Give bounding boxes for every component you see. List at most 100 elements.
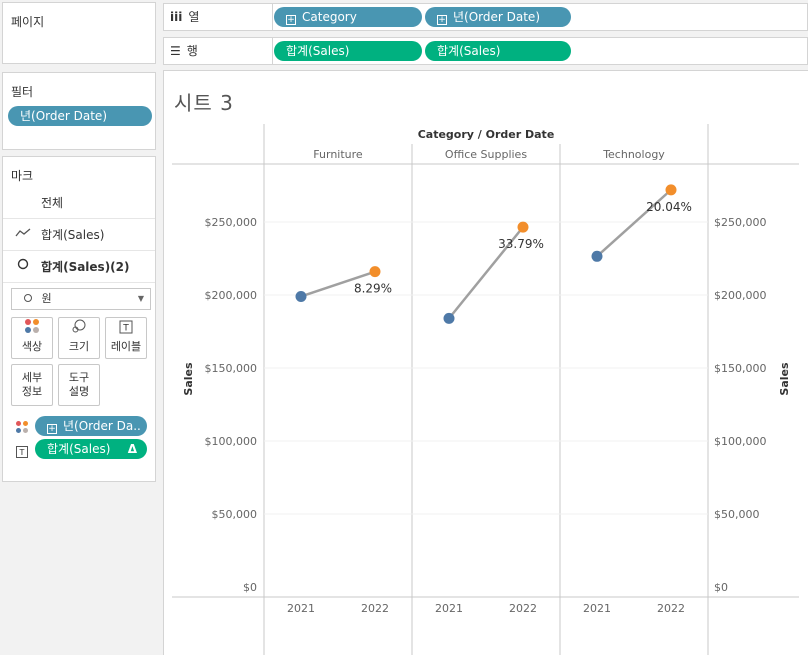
- filters-card[interactable]: 필터 년(Order Date): [2, 72, 156, 150]
- y-tick-label-right: $150,000: [714, 362, 767, 375]
- label-icon: T: [106, 318, 146, 340]
- expand-icon: +: [286, 15, 296, 25]
- size-button-label: 크기: [68, 340, 90, 353]
- rows-shelf-label: ☰ 행: [170, 44, 198, 58]
- svg-text:T: T: [122, 324, 129, 334]
- category-header: Technology: [602, 148, 665, 161]
- rows-shelf[interactable]: ☰ 행 합계(Sales) 합계(Sales): [163, 37, 808, 65]
- data-point-2022: [517, 221, 529, 233]
- x-tick-label: 2022: [509, 602, 537, 615]
- marks-tab-sales-circle-label: 합계(Sales)(2): [41, 260, 130, 274]
- shelf-divider: [272, 38, 273, 64]
- mark-type-dropdown[interactable]: 원 ▼: [11, 288, 151, 310]
- rows-pill-sales-2[interactable]: 합계(Sales): [425, 41, 571, 61]
- expand-icon: +: [437, 15, 447, 25]
- data-point-2021: [295, 290, 307, 302]
- y-tick-label-right: $0: [714, 581, 728, 594]
- detail-button-label: 세부 정보: [21, 371, 43, 398]
- series-line: [300, 270, 376, 298]
- label-button[interactable]: T 레이블: [105, 317, 147, 359]
- marks-pill-sales-label-text: 합계(Sales): [47, 442, 111, 456]
- columns-pill-order-date[interactable]: + 년(Order Date): [425, 7, 571, 27]
- columns-shelf-label: iii 열: [170, 10, 200, 24]
- rows-icon: ☰: [170, 44, 181, 58]
- data-point-2022: [369, 266, 381, 278]
- y-axis-title-right: Sales: [778, 362, 791, 396]
- detail-button[interactable]: 세부 정보: [11, 364, 53, 406]
- data-point-2022: [665, 184, 677, 196]
- filters-title: 필터: [11, 85, 34, 99]
- rows-pill-sales-1[interactable]: 합계(Sales): [274, 41, 422, 61]
- columns-shelf[interactable]: iii 열 + Category + 년(Order Date): [163, 3, 808, 31]
- x-tick-label: 2021: [435, 602, 463, 615]
- circle-small-icon: [24, 294, 32, 302]
- line-icon: [13, 219, 33, 251]
- y-tick-label-left: $200,000: [205, 289, 258, 302]
- y-tick-label-left: $0: [243, 581, 257, 594]
- marks-tab-all[interactable]: 전체: [3, 187, 155, 219]
- pages-title: 페이지: [11, 15, 45, 29]
- mark-type-value: 원: [41, 292, 52, 305]
- columns-pill-category-label: Category: [302, 10, 357, 24]
- data-label: 8.29%: [354, 282, 392, 296]
- marks-title: 마크: [11, 169, 34, 183]
- filter-pill-label: 년(Order Date): [20, 109, 108, 123]
- text-encoding-icon: T: [16, 443, 28, 462]
- category-header: Furniture: [313, 148, 363, 161]
- svg-text:T: T: [19, 448, 25, 457]
- shelf-divider: [272, 4, 273, 30]
- color-icon: [12, 318, 52, 340]
- data-label: 20.04%: [646, 200, 692, 214]
- y-tick-label-right: $50,000: [714, 508, 760, 521]
- x-tick-label: 2021: [287, 602, 315, 615]
- color-button-label: 색상: [21, 340, 43, 353]
- rows-pill-sales-2-label: 합계(Sales): [437, 44, 501, 58]
- circle-icon: [13, 251, 33, 283]
- y-tick-label-left: $50,000: [212, 508, 258, 521]
- columns-pill-order-date-label: 년(Order Date): [453, 10, 541, 24]
- marks-tab-sales-line[interactable]: 합계(Sales): [3, 219, 155, 251]
- marks-tab-sales-line-label: 합계(Sales): [41, 228, 105, 242]
- column-header-title: Category / Order Date: [418, 128, 555, 141]
- tooltip-button[interactable]: 도구 설명: [58, 364, 100, 406]
- category-header: Office Supplies: [445, 148, 527, 161]
- sheet-title: 시트 3: [174, 91, 234, 115]
- x-tick-label: 2022: [657, 602, 685, 615]
- columns-pill-category[interactable]: + Category: [274, 7, 422, 27]
- x-tick-label: 2021: [583, 602, 611, 615]
- color-button[interactable]: 색상: [11, 317, 53, 359]
- filter-pill-order-date[interactable]: 년(Order Date): [8, 106, 152, 126]
- y-tick-label-left: $100,000: [205, 435, 258, 448]
- data-point-2021: [591, 250, 603, 262]
- data-point-2021: [443, 312, 455, 324]
- delta-icon: Δ: [127, 442, 137, 456]
- tooltip-button-label: 도구 설명: [68, 371, 90, 398]
- y-axis-title-left: Sales: [182, 362, 195, 396]
- y-tick-label-right: $250,000: [714, 216, 767, 229]
- color-encoding-icon: [15, 419, 29, 438]
- data-label: 33.79%: [498, 237, 544, 251]
- marks-pill-sales-label[interactable]: 합계(Sales) Δ: [35, 439, 147, 459]
- y-tick-label-left: $250,000: [205, 216, 258, 229]
- size-button[interactable]: 크기: [58, 317, 100, 359]
- series-line: [596, 188, 672, 258]
- y-tick-label-right: $200,000: [714, 289, 767, 302]
- worksheet: 시트 3 Category / Order Date Furniture Offic…: [163, 70, 808, 655]
- series-line: [448, 226, 524, 320]
- marks-pill-order-date-label: 년(Order Da..: [63, 419, 141, 433]
- y-tick-label-right: $100,000: [714, 435, 767, 448]
- rows-pill-sales-1-label: 합계(Sales): [286, 44, 350, 58]
- columns-icon: iii: [170, 10, 183, 24]
- expand-icon: +: [47, 424, 57, 434]
- label-button-label: 레이블: [110, 340, 142, 353]
- marks-tab-all-label: 전체: [41, 196, 64, 210]
- y-tick-label-left: $150,000: [205, 362, 258, 375]
- size-icon: [59, 318, 99, 340]
- marks-pill-order-date[interactable]: + 년(Order Da..: [35, 416, 147, 436]
- line-chart: Category / Order Date Furniture Office Sup…: [172, 124, 799, 655]
- x-tick-label: 2022: [361, 602, 389, 615]
- pages-card[interactable]: 페이지: [2, 2, 156, 64]
- marks-tab-sales-circle[interactable]: 합계(Sales)(2): [3, 251, 155, 283]
- chevron-down-icon: ▼: [137, 294, 144, 303]
